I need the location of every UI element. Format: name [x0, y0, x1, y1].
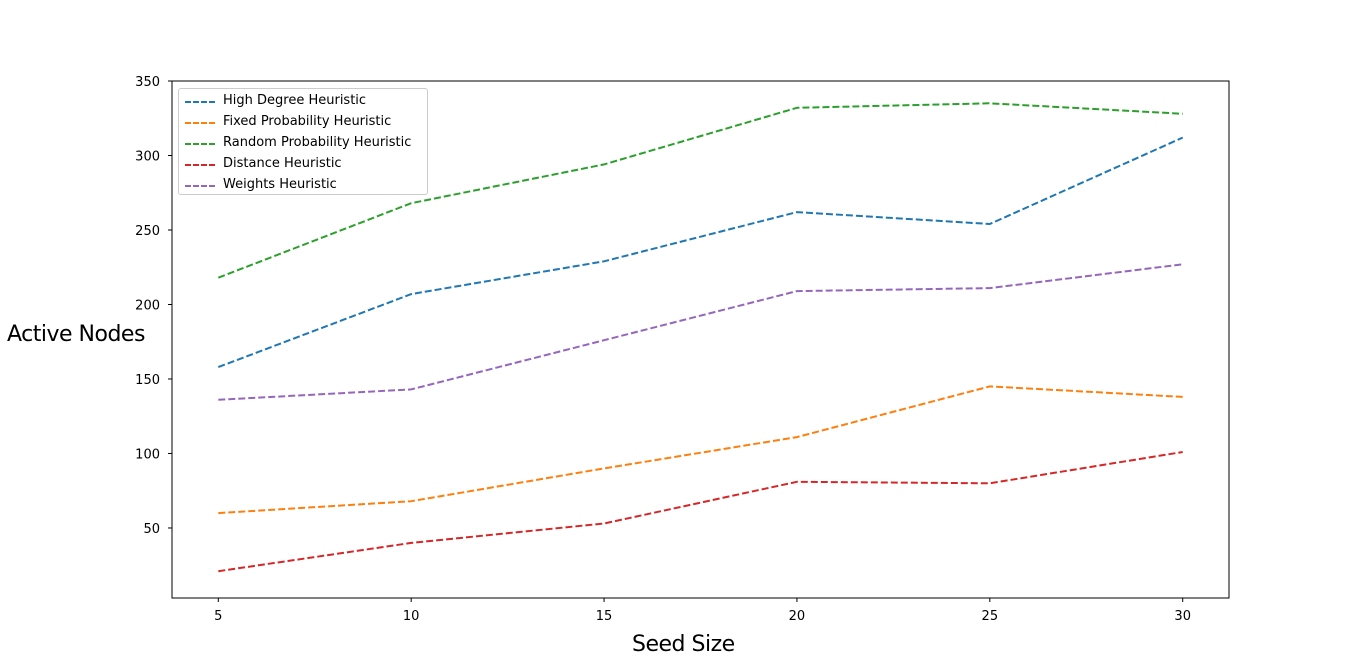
- legend-item-fixed-probability-heuristic: Fixed Probability Heuristic: [179, 112, 429, 133]
- legend-swatch: [185, 185, 215, 187]
- y-tick-label: 200: [135, 298, 160, 313]
- series-lines: [217, 102, 1184, 573]
- y-tick-label: 300: [135, 149, 160, 164]
- legend-item-high-degree-heuristic: High Degree Heuristic: [179, 91, 429, 112]
- y-tick-label: 100: [135, 447, 160, 462]
- x-tick-label: 30: [1174, 609, 1191, 624]
- legend-label: Fixed Probability Heuristic: [223, 114, 392, 129]
- x-tick-label: 10: [403, 609, 420, 624]
- legend-label: Distance Heuristic: [223, 156, 342, 171]
- x-tick-label: 20: [789, 609, 806, 624]
- y-tick-label: 250: [135, 224, 160, 239]
- x-tick-label: 5: [214, 609, 222, 624]
- legend-item-random-probability-heuristic: Random Probability Heuristic: [179, 133, 429, 154]
- x-tick-label: 15: [596, 609, 613, 624]
- series-line-weights-heuristic: [218, 263, 1183, 401]
- y-axis-ticks: 50 100 150 200 250 300 350: [135, 75, 172, 537]
- y-tick-label: 50: [143, 522, 160, 537]
- y-tick-label: 150: [135, 373, 160, 388]
- y-tick-label: 350: [135, 75, 160, 90]
- x-axis-ticks: 5 10 15 20 25 30: [214, 598, 1191, 624]
- legend-item-distance-heuristic: Distance Heuristic: [179, 154, 429, 175]
- legend-swatch: [185, 122, 215, 124]
- series-line-high-degree-heuristic: [217, 136, 1184, 369]
- x-axis-title: Seed Size: [632, 632, 735, 657]
- legend-swatch: [185, 164, 215, 166]
- legend-item-weights-heuristic: Weights Heuristic: [179, 175, 429, 196]
- legend: High Degree Heuristic Fixed Probability H…: [178, 88, 428, 195]
- series-line-random-probability-heuristic: [217, 102, 1183, 279]
- series-line-fixed-probability-heuristic: [218, 385, 1183, 515]
- y-axis-title: Active Nodes: [7, 322, 145, 347]
- legend-label: Random Probability Heuristic: [223, 135, 412, 150]
- legend-label: Weights Heuristic: [223, 177, 337, 192]
- series-line-distance-heuristic: [218, 451, 1183, 573]
- legend-label: High Degree Heuristic: [223, 93, 367, 108]
- legend-swatch: [185, 101, 215, 103]
- x-tick-label: 25: [982, 609, 999, 624]
- legend-swatch: [185, 143, 215, 145]
